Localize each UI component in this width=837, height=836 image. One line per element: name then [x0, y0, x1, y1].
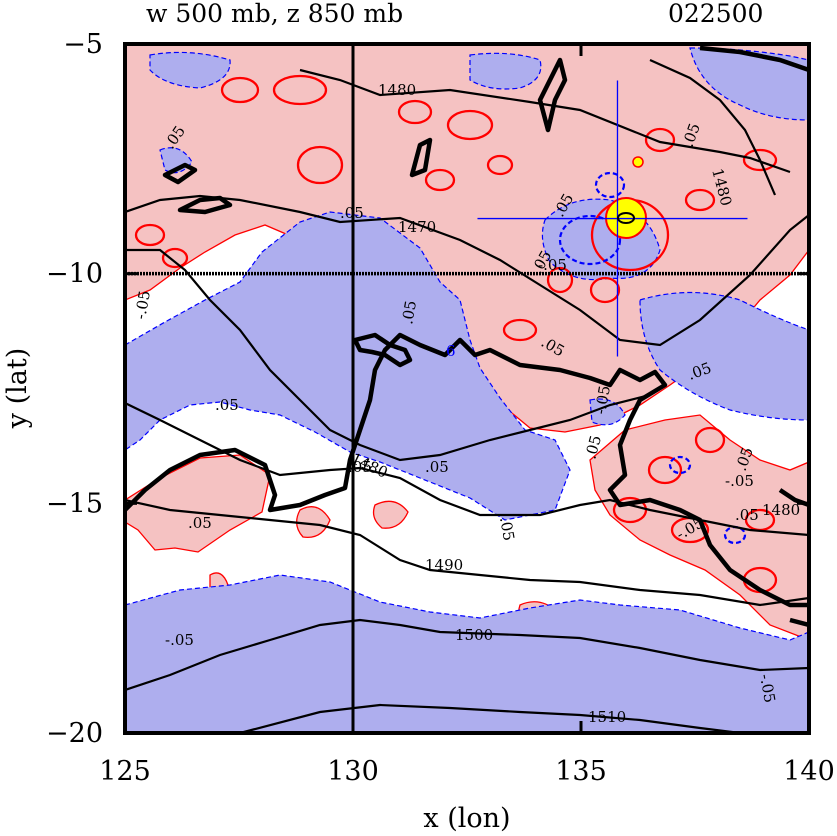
upward-blob-3: [296, 506, 331, 539]
upward-blob-2: [372, 500, 409, 529]
coastline-main: [125, 332, 809, 608]
coastline-detail-3: [537, 57, 568, 133]
w500-label: .05: [581, 433, 605, 461]
updraft-peak: [632, 156, 644, 168]
x-tick-label: 140: [783, 756, 835, 787]
downward-region-east: [639, 291, 809, 421]
w500-label: -.05: [131, 289, 154, 321]
z850-label: 1500: [455, 626, 493, 644]
w500-label: -.05: [165, 631, 194, 649]
red-loop: [397, 99, 433, 125]
w500-label: -.05: [591, 384, 614, 416]
red-loop: [424, 168, 456, 192]
blue-loop: [668, 455, 692, 475]
w500-positive-loops: [134, 74, 778, 594]
w500-label: .05: [425, 458, 449, 476]
w500-label: .05: [735, 506, 759, 524]
w500-label: -.05: [725, 472, 754, 490]
z850-contour-1490: [125, 498, 809, 607]
red-loop: [742, 148, 778, 172]
red-loop: [546, 266, 574, 294]
coastline-detail-4: [409, 137, 433, 178]
downward-region-northwest: [149, 51, 231, 89]
red-loop: [446, 109, 494, 141]
red-loop: [272, 74, 328, 106]
x-tick-label: 125: [99, 756, 151, 787]
z850-label: 1480: [762, 501, 800, 519]
chart-title: w 500 mb, z 850 mb: [146, 0, 403, 28]
coastline-detail-5: [162, 162, 198, 185]
coastline-detail-6: [177, 195, 233, 215]
red-loop: [694, 426, 726, 454]
w500-label: .05: [340, 204, 364, 222]
storm-center-marker: [617, 212, 635, 224]
y-tick-label: −5: [63, 29, 103, 60]
blue-loop: [594, 171, 626, 199]
w500-label: .05: [215, 396, 239, 414]
x-tick-label: 135: [555, 756, 607, 787]
red-loop: [296, 145, 344, 185]
coastline: [125, 45, 809, 628]
y-axis-label: y (lat): [2, 348, 33, 430]
coastline-detail-7: [699, 45, 809, 73]
w500-label: -.05: [538, 256, 567, 274]
downward-region-south: [125, 574, 809, 733]
x-axis: 125 130 135 140: [99, 44, 835, 787]
red-loop: [647, 455, 683, 485]
downward-region-north: [469, 52, 542, 90]
plot-frame: [123, 42, 811, 735]
blue-loop: [558, 214, 622, 266]
chart-timestamp: 022500: [668, 0, 763, 28]
w500-label: .05: [496, 516, 518, 543]
w500-label: .05: [188, 514, 212, 532]
y-axis: −5 −10 −15 −20: [46, 29, 809, 749]
z850-contour-1500: [125, 618, 809, 692]
downward-blob-2: [589, 398, 626, 426]
z850-label: 1510: [588, 708, 626, 726]
red-loop: [589, 276, 621, 304]
z850-contour-1480: [125, 248, 651, 462]
plot-area: 1470 1480 1480 1490 1500 1510 1480 1480 …: [125, 44, 809, 733]
z850-label: 1490: [425, 556, 463, 574]
z850-label: 1470: [398, 218, 436, 236]
coastline-detail-8: [789, 617, 809, 628]
red-loop: [684, 188, 716, 212]
z850-contour-1510: [239, 703, 741, 733]
downward-region-west: [125, 211, 571, 521]
red-loop: [134, 223, 166, 247]
z850-label: 1480: [378, 81, 416, 99]
red-loop: [502, 318, 538, 342]
x-axis-label: x (lon): [423, 803, 510, 834]
w500-label: .05: [398, 299, 420, 326]
red-loop: [220, 76, 260, 104]
red-loop: [161, 247, 189, 269]
red-loop: [486, 154, 514, 176]
y-tick-label: −20: [46, 718, 103, 749]
z850-contour-east: [649, 58, 777, 196]
red-loop: [644, 127, 676, 153]
y-tick-label: −10: [46, 259, 103, 290]
w500-label: .05: [348, 458, 372, 476]
coastline-detail-1: [352, 332, 413, 368]
x-tick-label: 130: [327, 756, 379, 787]
z850-contour-1470: [125, 194, 809, 347]
y-tick-label: −15: [46, 488, 103, 519]
blue-symbol: 6: [446, 342, 456, 360]
w500-label: -.05: [756, 673, 779, 705]
